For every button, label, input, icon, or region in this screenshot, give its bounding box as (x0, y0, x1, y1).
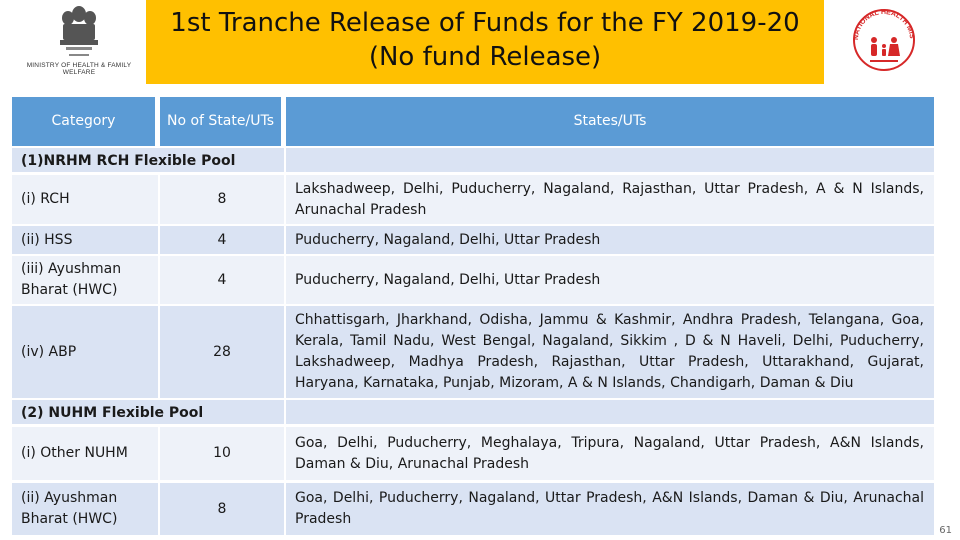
table-row-count: 4 (160, 256, 284, 304)
page-title: 1st Tranche Release of Funds for the FY … (170, 8, 800, 38)
section-spacer (286, 400, 934, 424)
col-header-states: States/UTs (286, 97, 934, 146)
table-row-states: Puducherry, Nagaland, Delhi, Uttar Prade… (286, 226, 934, 254)
section-title: (2) NUHM Flexible Pool (12, 400, 284, 424)
table-row-category: (iv) ABP (12, 306, 158, 398)
page-number: 61 (939, 525, 952, 536)
page-subtitle: (No fund Release) (368, 42, 602, 72)
states-text: Puducherry, Nagaland, Delhi, Uttar Prade… (295, 271, 601, 288)
table-row-count: 10 (160, 427, 284, 480)
national-emblem-icon (60, 6, 98, 56)
nhm-logo: NATIONAL HEALTH MISSION (839, 1, 926, 78)
section-title: (1)NRHM RCH Flexible Pool (12, 148, 284, 172)
states-text: Goa, Delhi, Puducherry, Nagaland, Uttar … (295, 490, 924, 527)
states-text: Chhattisgarh, Jharkhand, Odisha, Jammu &… (295, 312, 924, 391)
table-row-category: (i) RCH (12, 175, 158, 224)
table-row-category: (i) Other NUHM (12, 427, 158, 480)
table-row-category: (ii) HSS (12, 226, 158, 254)
col-header-category: Category (12, 97, 158, 146)
table-row-states: Lakshadweep, Delhi, Puducherry, Nagaland… (286, 175, 934, 224)
table-row-count: 8 (160, 483, 284, 535)
table-row-category: (ii) Ayushman Bharat (HWC) (12, 483, 158, 535)
states-text: Lakshadweep, Delhi, Puducherry, Nagaland… (295, 180, 924, 218)
section-spacer (286, 148, 934, 172)
nhm-emblem-icon: NATIONAL HEALTH MISSION (839, 1, 915, 71)
states-text: Goa, Delhi, Puducherry, Meghalaya, Tripu… (295, 434, 924, 472)
states-text: Puducherry, Nagaland, Delhi, Uttar Prade… (295, 231, 601, 248)
title-banner: 1st Tranche Release of Funds for the FY … (146, 0, 824, 84)
col-header-count: No of State/UTs (160, 97, 284, 146)
table-row-states: Goa, Delhi, Puducherry, Meghalaya, Tripu… (286, 427, 934, 480)
table-row-category: (iii) Ayushman Bharat (HWC) (12, 256, 158, 304)
ministry-logo: MINISTRY OF HEALTH & FAMILY WELFARE (12, 0, 146, 84)
table-row-count: 8 (160, 175, 284, 224)
ministry-caption: MINISTRY OF HEALTH & FAMILY WELFARE (26, 62, 132, 76)
table-row-count: 4 (160, 226, 284, 254)
table-row-count: 28 (160, 306, 284, 398)
table-row-states: Chhattisgarh, Jharkhand, Odisha, Jammu &… (286, 306, 934, 398)
table-row-states: Puducherry, Nagaland, Delhi, Uttar Prade… (286, 256, 934, 304)
table-row-states: Goa, Delhi, Puducherry, Nagaland, Uttar … (286, 483, 934, 535)
